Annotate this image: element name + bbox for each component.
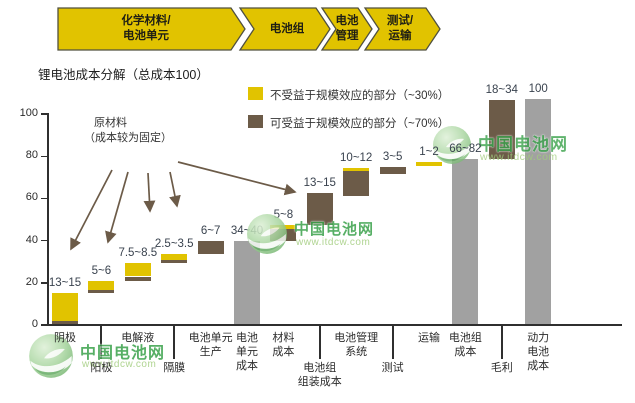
legend-label: 不受益于规模效应的部分（~30%） [270, 90, 450, 102]
y-tick [41, 239, 47, 242]
bar-value-label: 13~15 [303, 177, 336, 190]
legend-swatch-scale [248, 115, 263, 128]
watermark-globe-icon [29, 334, 73, 378]
y-tick [41, 324, 47, 326]
category-label: 动力 电池 成本 [527, 332, 550, 372]
flow-step-label: 电池 管理 [335, 15, 359, 42]
bar-segment-scale [52, 320, 78, 325]
bar-value-label: 6~7 [200, 224, 221, 237]
y-tick-label: 80 [25, 149, 38, 162]
flow-step-label: 测试/ 运输 [386, 15, 414, 42]
watermark-site: www.itdcw.com [296, 237, 371, 248]
bar-value-label: 10~12 [340, 151, 373, 164]
category-label: 阳极 [90, 362, 113, 374]
bar-segment-total [452, 159, 479, 325]
category-label: 测试 [381, 362, 404, 374]
y-tick-label: 0 [31, 318, 38, 330]
category-label: 电池管理 系统 [334, 332, 379, 358]
category-label: 电解液 [121, 332, 155, 344]
bar-value-label: 18~34 [485, 84, 518, 97]
category-label: 电池单元 生产 [188, 332, 233, 358]
watermark-globe-icon [433, 126, 471, 164]
category-leader-line [100, 326, 103, 359]
bar-segment-scale [124, 276, 151, 281]
category-label: 电池 单元 成本 [236, 332, 258, 372]
bar-segment-fixed [343, 167, 370, 171]
bar-segment-scale [197, 240, 224, 255]
y-tick-label: 100 [19, 107, 38, 119]
bar-value-label: 66~82 [449, 143, 482, 156]
bar-value-label: 100 [528, 83, 548, 96]
arrow-to-anode [105, 171, 129, 244]
x-axis [48, 324, 622, 326]
y-tick-label: 60 [25, 191, 38, 204]
legend-swatch-fixed [248, 87, 263, 100]
category-leader-line [391, 326, 394, 359]
bar-segment-scale [88, 290, 115, 294]
watermark-brand: 中国电池网 [294, 221, 375, 238]
annotation-line1: 原材料 [94, 117, 127, 129]
bar-segment-fixed [416, 161, 442, 166]
watermark-globe-icon [247, 214, 287, 254]
category-leader-line [500, 326, 503, 359]
y-tick [41, 155, 47, 157]
bar-segment-fixed [161, 254, 188, 260]
arrow-to-separator [169, 171, 181, 208]
y-axis [47, 113, 49, 326]
bar-segment-fixed [52, 293, 78, 321]
bar-segment-fixed [88, 280, 115, 291]
bar-value-label: 3~5 [382, 150, 403, 163]
bar-value-label: 2.5~3.5 [154, 238, 194, 251]
watermark-site: www.itdcw.com [82, 359, 157, 370]
bar-segment-total [234, 240, 260, 325]
bar-segment-scale [161, 259, 188, 263]
category-label: 阴极 [54, 332, 76, 344]
bar-value-label: 13~15 [48, 277, 82, 290]
bar-segment-scale [379, 166, 406, 175]
y-tick [41, 197, 47, 200]
category-label: 运输 [418, 332, 440, 344]
flow-step-label: 电池组 [269, 23, 305, 35]
category-label: 材料 成本 [272, 332, 295, 358]
raw-material-annotation: 原材料 （成本较为固定） [84, 116, 172, 146]
category-label: 电池组 组装成本 [297, 362, 342, 388]
category-label: 隔膜 [163, 362, 186, 374]
category-leader-line [173, 326, 176, 359]
bar-segment-scale [306, 193, 333, 225]
arrow-to-cathode [70, 169, 113, 251]
arrow-to-electrolyte [143, 172, 156, 213]
bar-value-label: 5~6 [91, 264, 112, 277]
watermark-brand: 中国电池网 [478, 135, 568, 154]
legend-label: 可受益于规模效应的部分（~70%） [270, 118, 450, 130]
bar-segment-scale [343, 171, 370, 197]
annotation-line2: （成本较为固定） [84, 131, 172, 144]
y-tick-label: 20 [25, 275, 38, 288]
category-label: 电池组 成本 [448, 332, 482, 358]
page-title: 锂电池成本分解（总成本100） [38, 68, 209, 82]
watermark-site: www.itdcw.com [480, 151, 558, 163]
category-leader-line [318, 326, 321, 359]
y-tick [41, 282, 47, 284]
watermark-brand: 中国电池网 [80, 345, 166, 362]
flow-step-label: 化学材料/ 电池单元 [121, 15, 171, 42]
bar-segment-total [525, 99, 552, 325]
bar-segment-fixed [124, 262, 151, 277]
y-tick [41, 113, 47, 115]
y-tick-label: 40 [25, 233, 38, 246]
category-label: 毛利 [490, 362, 513, 374]
bar-value-label: 7.5~8.5 [118, 246, 158, 259]
bar-segment-scale [488, 100, 515, 160]
bar-value-label: 1~2 [419, 145, 439, 158]
